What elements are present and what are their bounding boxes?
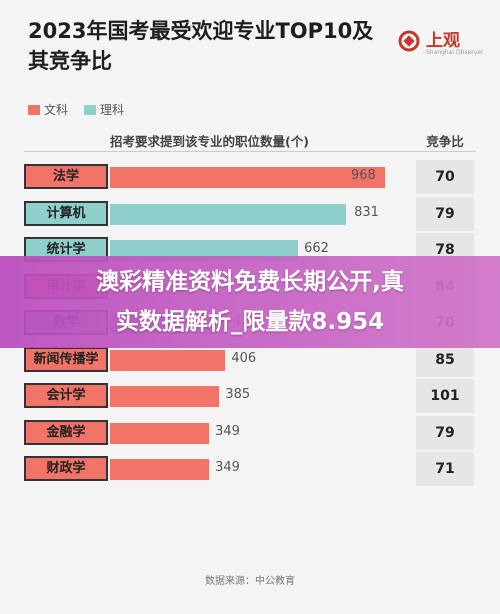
competition-ratio: 79 [416,196,474,231]
bar [110,349,226,371]
chart-row: 统计学 662 78 [0,233,500,267]
promo-banner[interactable]: 澳彩精准资料免费长期公开,真 实数据解析_限量款8.954 [0,256,500,348]
bar [110,422,210,444]
legend-swatch-wenke [28,105,40,115]
logo-name: 上观 [426,31,460,51]
chart-row: 金融学 349 79 [0,415,500,450]
chart-row: 财政学 349 71 [0,452,500,486]
chart-row: 法学 968 70 [0,160,500,194]
legend-label-wenke: 文科 [44,103,69,117]
bar-value-label: 349 [215,423,240,439]
bar-value-label: 831 [354,204,379,220]
bar-value-label: 968 [351,168,376,183]
category-label: 会计学 [24,383,108,408]
bar-value-label: 385 [225,387,251,402]
bar [110,203,347,225]
bar [110,459,210,480]
legend-swatch-like [84,105,96,115]
competition-ratio: 85 [416,342,474,377]
chart-row: 会计学 385 101 [0,379,500,413]
promo-banner-line-1: 澳彩精准资料免费长期公开,真 [96,269,404,295]
logo-subtitle: Shanghai Observer [426,49,484,56]
promo-banner-line-2: 实数据解析_限量款8.954 [115,309,385,335]
competition-ratio: 71 [416,452,474,486]
competition-ratio: 79 [416,415,474,450]
bar-value-label: 406 [231,350,257,366]
shanghai-observer-logo: 上观 Shanghai Observer [398,24,484,64]
category-label: 计算机 [24,200,108,226]
bar [110,386,220,407]
legend-item-like: 理科 [84,101,124,118]
source-note: 数据来源：中公教育 [205,576,295,587]
header-divider [24,151,476,152]
legend-item-wenke: 文科 [28,101,68,118]
bar [110,167,385,188]
category-label: 财政学 [24,456,108,481]
chart-row: 新闻传播学 406 85 [0,342,500,377]
competition-ratio: 70 [416,160,474,194]
category-label: 新闻传播学 [24,346,108,372]
category-label: 金融学 [24,419,108,445]
bar-value-label: 349 [215,460,240,475]
competition-ratio: 101 [416,379,474,413]
bar [110,240,299,261]
logo-icon [398,30,420,52]
axis-label: 招考要求提到该专业的职位数量(个) [110,134,309,149]
chart-title: 2023年国考最受欢迎专业TOP10及其竞争比 [28,19,374,73]
legend-label-like: 理科 [100,103,125,117]
category-label: 法学 [24,164,108,189]
bar-value-label: 662 [304,241,329,256]
competition-ratio-header: 竞争比 [426,134,464,149]
chart-row: 计算机 831 79 [0,196,500,231]
